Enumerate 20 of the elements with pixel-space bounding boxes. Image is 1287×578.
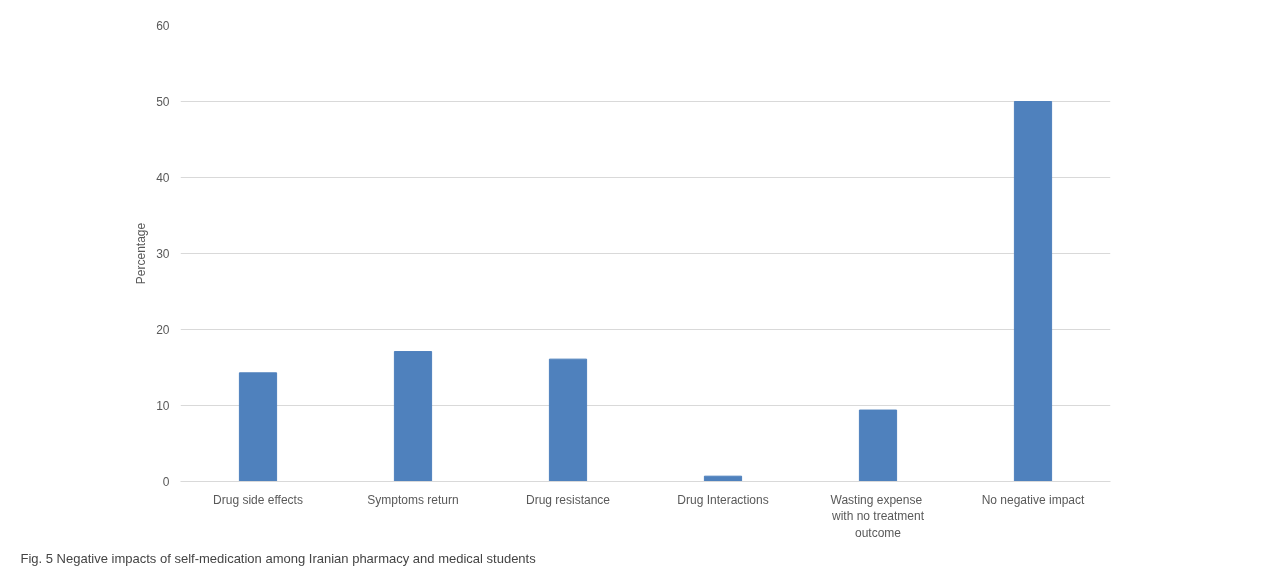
y-axis-title: Percentage	[134, 222, 149, 285]
x-tick-label: Drug resistance	[525, 492, 611, 507]
y-tick-label: 20	[156, 323, 170, 337]
bar	[858, 409, 898, 482]
bar	[238, 372, 278, 482]
y-tick-label: 50	[156, 95, 170, 109]
caption: Fig. 5 Negative impacts of self-medication among Iranian pharmacy and medical students	[20, 550, 537, 566]
y-tick-label: 40	[156, 171, 170, 185]
bar	[548, 358, 588, 482]
x-tick-label: Symptoms return	[367, 492, 459, 507]
y-tick-label: 60	[156, 19, 170, 33]
x-tick-label: Wasting expense with no treatment outcome	[830, 492, 925, 541]
y-tick-label: 0	[162, 475, 170, 489]
y-tick-label: 30	[156, 247, 170, 261]
x-tick-label: Drug side effects	[213, 492, 303, 507]
x-tick-label: No negative impact	[981, 492, 1086, 507]
x-tick-label: Drug Interactions	[677, 492, 769, 507]
y-tick-label: 10	[156, 399, 170, 413]
bar	[393, 351, 433, 482]
bar	[1013, 101, 1053, 482]
